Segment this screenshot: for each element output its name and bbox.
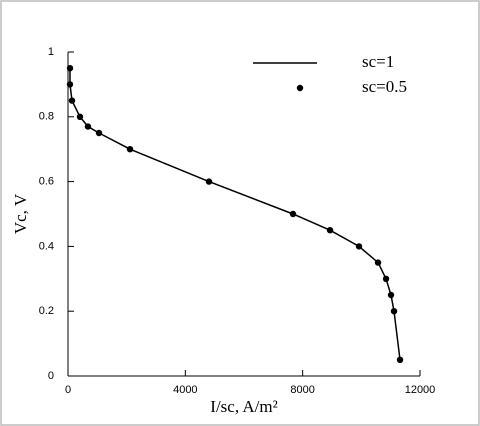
- y-tick-label: 0.4: [39, 240, 54, 252]
- data-point: [68, 97, 76, 104]
- legend-label: sc=1: [362, 52, 394, 71]
- x-tick-label: 0: [65, 384, 71, 396]
- legend-marker: [296, 84, 304, 92]
- data-line: [69, 68, 401, 360]
- x-axis-label: I/sc, A/m²: [210, 397, 277, 416]
- data-point: [66, 65, 74, 72]
- y-tick-label: 0: [48, 370, 54, 382]
- data-point: [205, 178, 213, 185]
- y-tick-label: 0.2: [39, 305, 54, 317]
- data-point: [396, 356, 404, 363]
- legend-label: sc=0.5: [362, 77, 407, 96]
- data-point: [126, 146, 134, 153]
- data-point: [76, 113, 84, 121]
- y-tick-label: 0.6: [39, 176, 54, 188]
- x-tick-label: 8000: [290, 384, 314, 396]
- y-axis-label: Vc, V: [11, 193, 30, 234]
- data-point: [390, 308, 398, 315]
- data-point: [382, 275, 390, 282]
- data-point: [374, 259, 382, 266]
- data-point: [84, 123, 92, 130]
- data-point: [326, 227, 334, 234]
- x-tick-label: 12000: [405, 384, 436, 396]
- data-point: [66, 81, 74, 88]
- data-point: [387, 291, 395, 299]
- y-tick-label: 1: [48, 46, 54, 58]
- data-point: [355, 243, 363, 250]
- y-tick-label: 0.8: [39, 111, 54, 123]
- data-point: [289, 210, 297, 218]
- x-tick-label: 4000: [173, 384, 197, 396]
- data-point: [95, 129, 103, 137]
